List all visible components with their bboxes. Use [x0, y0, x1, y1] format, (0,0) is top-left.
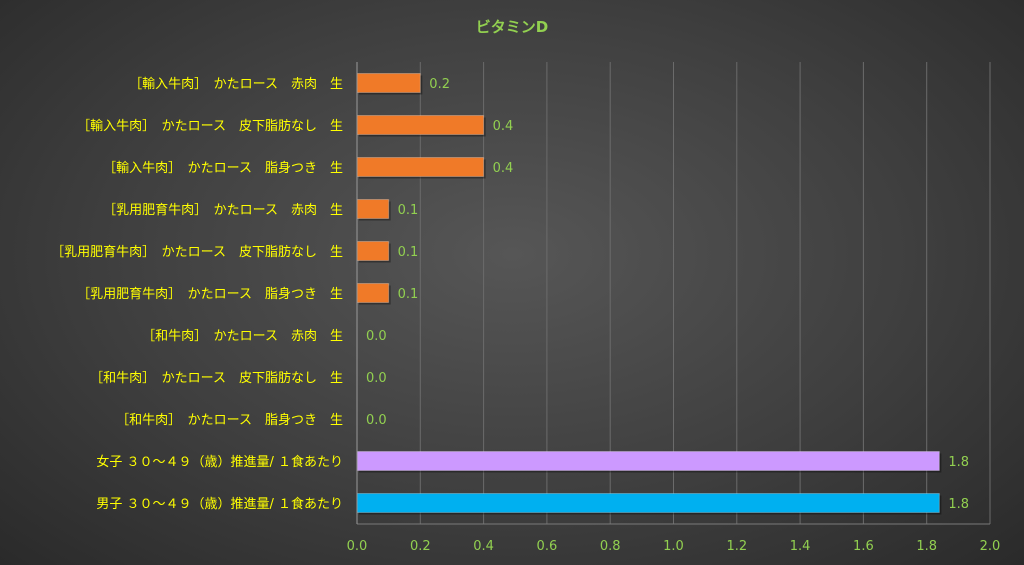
x-tick-label: 1.8	[916, 539, 937, 554]
bar	[356, 451, 940, 471]
x-tick-label: 1.6	[853, 539, 874, 554]
category-label: ［和牛肉］ かたロース 脂身つき 生	[116, 412, 343, 428]
x-tick-label: 0.0	[347, 539, 368, 554]
bar	[356, 199, 390, 219]
bar	[356, 283, 390, 303]
x-tick-label: 0.6	[537, 539, 558, 554]
data-label: 0.4	[493, 119, 514, 134]
x-tick-label: 0.8	[600, 539, 621, 554]
bar	[356, 493, 940, 513]
x-tick-label: 1.2	[726, 539, 747, 554]
data-label: 1.8	[948, 455, 969, 470]
data-label: 0.1	[398, 287, 419, 302]
bar	[356, 73, 421, 93]
data-label: 0.4	[493, 161, 514, 176]
category-label: 女子 ３０～４９（歳）推進量/ １食あたり	[96, 454, 343, 470]
category-label: ［和牛肉］ かたロース 皮下脂肪なし 生	[90, 370, 343, 386]
category-label: ［輸入牛肉］ かたロース 脂身つき 生	[103, 160, 343, 176]
bar	[356, 241, 390, 261]
x-tick-label: 2.0	[980, 539, 1001, 554]
data-label: 0.1	[398, 245, 419, 260]
data-label: 1.8	[948, 497, 969, 512]
bar	[356, 157, 485, 177]
data-label: 0.0	[366, 329, 387, 344]
x-tick-label: 0.4	[473, 539, 494, 554]
data-label: 0.0	[366, 413, 387, 428]
chart-title: ビタミンD	[476, 18, 548, 36]
category-label: ［乳用肥育牛肉］ かたロース 皮下脂肪なし 生	[51, 244, 343, 260]
data-label: 0.0	[366, 371, 387, 386]
x-tick-label: 1.4	[790, 539, 811, 554]
data-label: 0.2	[429, 77, 450, 92]
data-label: 0.1	[398, 203, 419, 218]
x-tick-label: 1.0	[663, 539, 684, 554]
category-label: ［輸入牛肉］ かたロース 赤肉 生	[129, 77, 343, 92]
x-tick-label: 0.2	[410, 539, 431, 554]
category-label: 男子 ３０～４９（歳）推進量/ １食あたり	[96, 496, 343, 512]
category-label: ［輸入牛肉］ かたロース 皮下脂肪なし 生	[77, 118, 343, 134]
category-label: ［乳用肥育牛肉］ かたロース 赤肉 生	[103, 202, 343, 218]
category-label: ［乳用肥育牛肉］ かたロース 脂身つき 生	[77, 286, 343, 302]
bar	[356, 115, 485, 135]
category-label: ［和牛肉］ かたロース 赤肉 生	[142, 329, 343, 344]
